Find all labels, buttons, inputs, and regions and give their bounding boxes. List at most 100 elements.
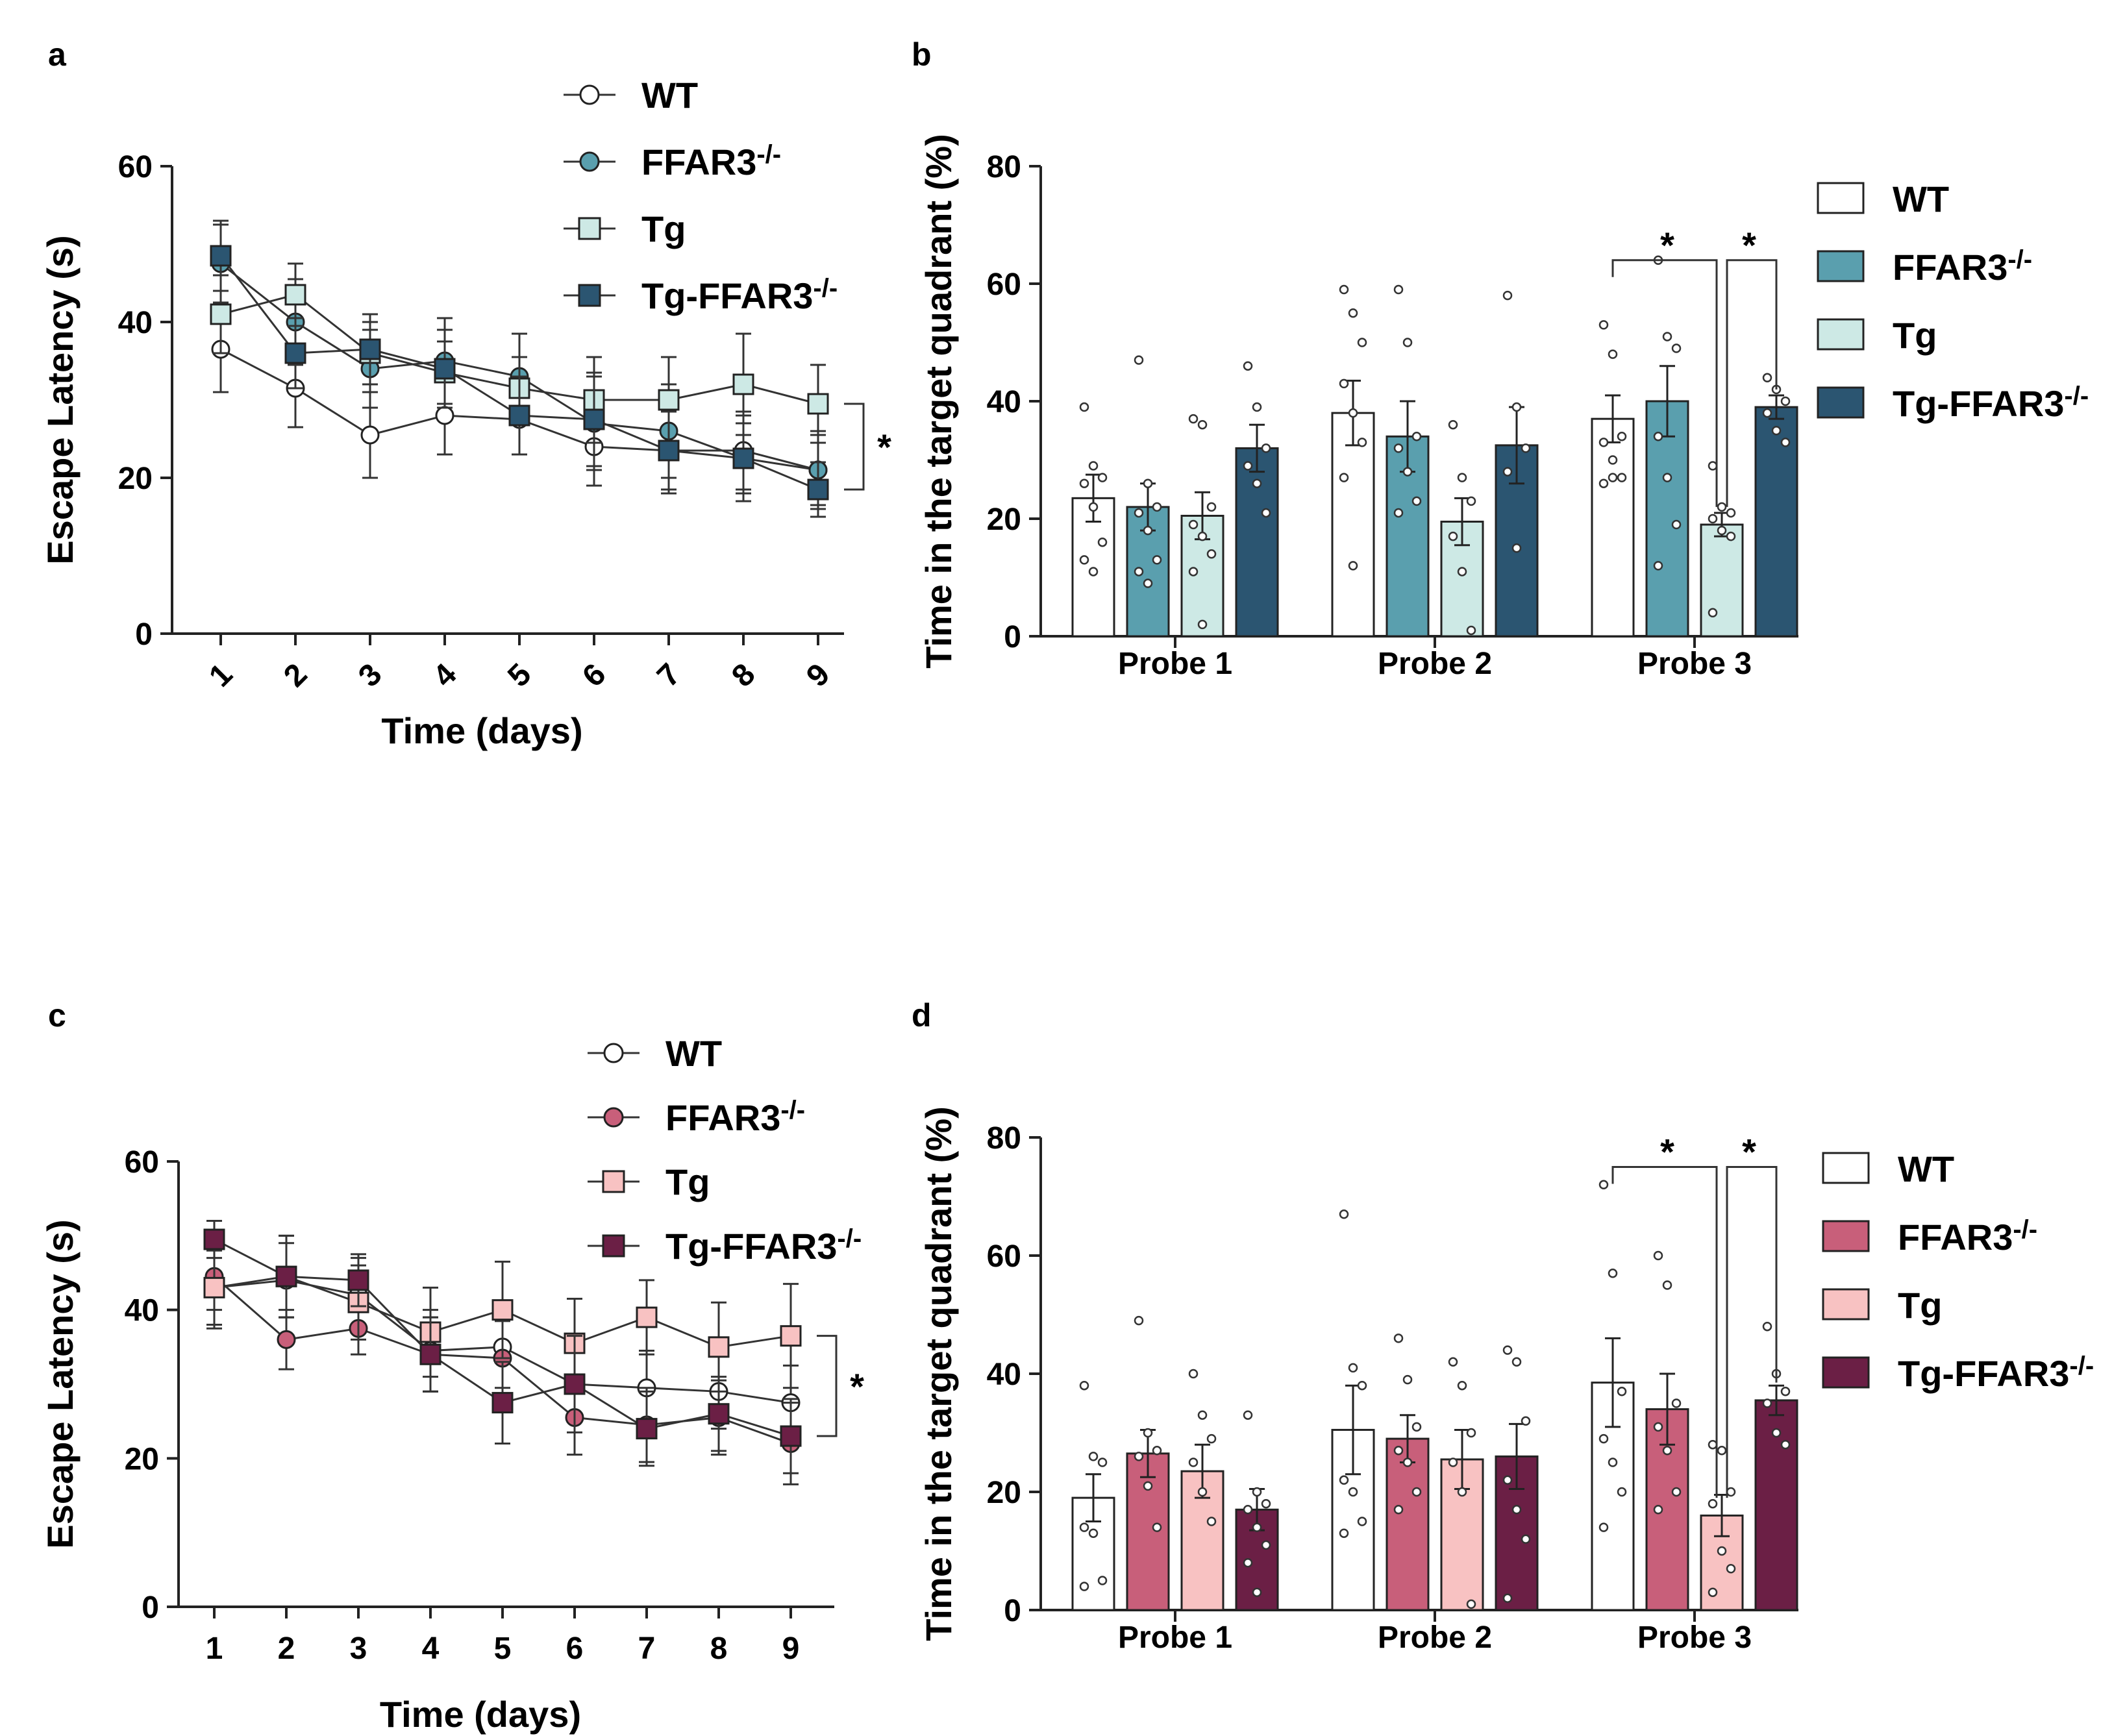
individual-point bbox=[1598, 1522, 1609, 1532]
individual-point bbox=[1079, 555, 1089, 565]
bar bbox=[1386, 1437, 1430, 1611]
individual-point bbox=[1348, 308, 1358, 318]
individual-point bbox=[1088, 1452, 1099, 1461]
data-point bbox=[780, 1325, 802, 1347]
individual-point bbox=[1662, 1446, 1672, 1456]
data-point bbox=[360, 425, 380, 445]
legend-label-ffar3: FFAR3-/- bbox=[1893, 245, 2032, 288]
legend-marker bbox=[579, 151, 600, 172]
legend-marker bbox=[578, 284, 601, 307]
individual-point bbox=[1717, 525, 1727, 536]
individual-point bbox=[1393, 284, 1404, 295]
individual-point bbox=[1134, 567, 1144, 577]
individual-point bbox=[1097, 1576, 1108, 1585]
x-tick-label: 3 bbox=[352, 657, 388, 693]
individual-point bbox=[1348, 1363, 1358, 1373]
individual-point bbox=[1243, 1410, 1253, 1420]
individual-point bbox=[1411, 496, 1422, 506]
individual-point bbox=[1252, 1587, 1262, 1597]
individual-point bbox=[1762, 1321, 1772, 1332]
legend-label-tg-ffar3: Tg-FFAR3-/- bbox=[641, 274, 838, 316]
individual-point bbox=[1143, 525, 1153, 536]
individual-point bbox=[1393, 1333, 1404, 1343]
individual-point bbox=[1717, 502, 1727, 512]
y-tick-label: 60 bbox=[987, 1239, 1021, 1274]
individual-point bbox=[1402, 338, 1413, 347]
legend-label-tg-ffar3: Tg-FFAR3-/- bbox=[665, 1224, 862, 1267]
individual-point bbox=[1357, 1517, 1367, 1526]
legend-label-tg: Tg bbox=[641, 208, 686, 249]
individual-point bbox=[1708, 1587, 1718, 1597]
y-tick-label: 60 bbox=[125, 1145, 159, 1180]
individual-point bbox=[1197, 1487, 1208, 1497]
individual-point bbox=[1617, 1487, 1627, 1497]
individual-point bbox=[1617, 432, 1627, 441]
individual-point bbox=[1393, 1446, 1404, 1456]
individual-point bbox=[1608, 349, 1618, 359]
legend-label-ffar3-text: FFAR3 bbox=[1898, 1217, 2013, 1258]
individual-point bbox=[1206, 1517, 1217, 1526]
individual-point bbox=[1348, 1487, 1358, 1497]
individual-point bbox=[1134, 1315, 1144, 1326]
significance-star: * bbox=[877, 427, 891, 467]
legend-label-tg-text: Tg bbox=[665, 1161, 710, 1202]
x-tick-label: 2 bbox=[277, 657, 314, 693]
data-point bbox=[708, 1336, 730, 1358]
individual-point bbox=[1134, 508, 1144, 518]
panel-letter-d: d bbox=[912, 997, 932, 1034]
y-axis-title: Time in the target quadrant (%) bbox=[918, 134, 959, 668]
individual-point bbox=[1134, 355, 1144, 365]
data-point bbox=[284, 342, 306, 364]
x-tick-label: 9 bbox=[782, 1631, 800, 1666]
individual-point bbox=[1466, 496, 1476, 506]
individual-point bbox=[1393, 508, 1404, 518]
legend-marker bbox=[578, 217, 601, 240]
individual-point bbox=[1393, 1505, 1404, 1515]
legend-label-wt: WT bbox=[665, 1033, 722, 1074]
individual-point bbox=[1261, 1498, 1271, 1509]
individual-point bbox=[1393, 443, 1404, 453]
x-tick-label: 1 bbox=[203, 657, 239, 693]
individual-point bbox=[1402, 467, 1413, 477]
data-point bbox=[658, 440, 680, 462]
x-tick-label: 9 bbox=[800, 657, 836, 693]
individual-point bbox=[1502, 290, 1513, 301]
individual-point bbox=[1502, 467, 1513, 477]
individual-point bbox=[1608, 473, 1618, 482]
category-label: Probe 2 bbox=[1378, 1620, 1492, 1655]
individual-point bbox=[1511, 543, 1522, 553]
individual-point bbox=[1402, 1374, 1413, 1385]
series-tg bbox=[1180, 414, 1744, 638]
series-tg-ffar3 bbox=[210, 219, 829, 518]
series-tg-ffar3 bbox=[1235, 1321, 1798, 1611]
y-tick-label: 60 bbox=[987, 267, 1021, 302]
individual-point bbox=[1252, 402, 1262, 412]
significance-star: * bbox=[850, 1366, 864, 1407]
x-tick-label: 5 bbox=[494, 1631, 512, 1666]
data-point bbox=[708, 1403, 730, 1425]
bar bbox=[1700, 523, 1744, 638]
x-tick-label: 1 bbox=[206, 1631, 223, 1666]
x-tick-label: 7 bbox=[638, 1631, 656, 1666]
y-axis-title: Escape Latency (s) bbox=[40, 235, 81, 564]
series-tg bbox=[1180, 1357, 1744, 1611]
individual-point bbox=[1502, 1345, 1513, 1355]
legend-label-tg: Tg bbox=[665, 1161, 710, 1202]
individual-point bbox=[1502, 1593, 1513, 1604]
individual-point bbox=[1771, 426, 1782, 436]
individual-point bbox=[1708, 461, 1718, 471]
legend-label-ffar3-text: FFAR3 bbox=[641, 142, 756, 182]
individual-point bbox=[1762, 1398, 1772, 1408]
legend-swatch bbox=[1822, 1288, 1870, 1321]
y-tick-label: 40 bbox=[118, 306, 153, 340]
significance-star: * bbox=[1742, 1132, 1756, 1172]
bar bbox=[1235, 447, 1279, 638]
significance-bracket bbox=[1611, 259, 1718, 507]
individual-point bbox=[1357, 438, 1367, 447]
individual-point bbox=[1598, 1433, 1609, 1444]
data-point bbox=[658, 389, 680, 411]
legend-label-ffar3-superscript: -/- bbox=[756, 140, 781, 169]
legend-label-tg-ffar3-superscript: -/- bbox=[2069, 1352, 2094, 1380]
individual-point bbox=[1243, 1505, 1253, 1515]
line-chart-a: 0 20 40 60 1 2 3 4 5 6 7 8 9 Time (days) Escape Latenc… bbox=[40, 75, 891, 751]
